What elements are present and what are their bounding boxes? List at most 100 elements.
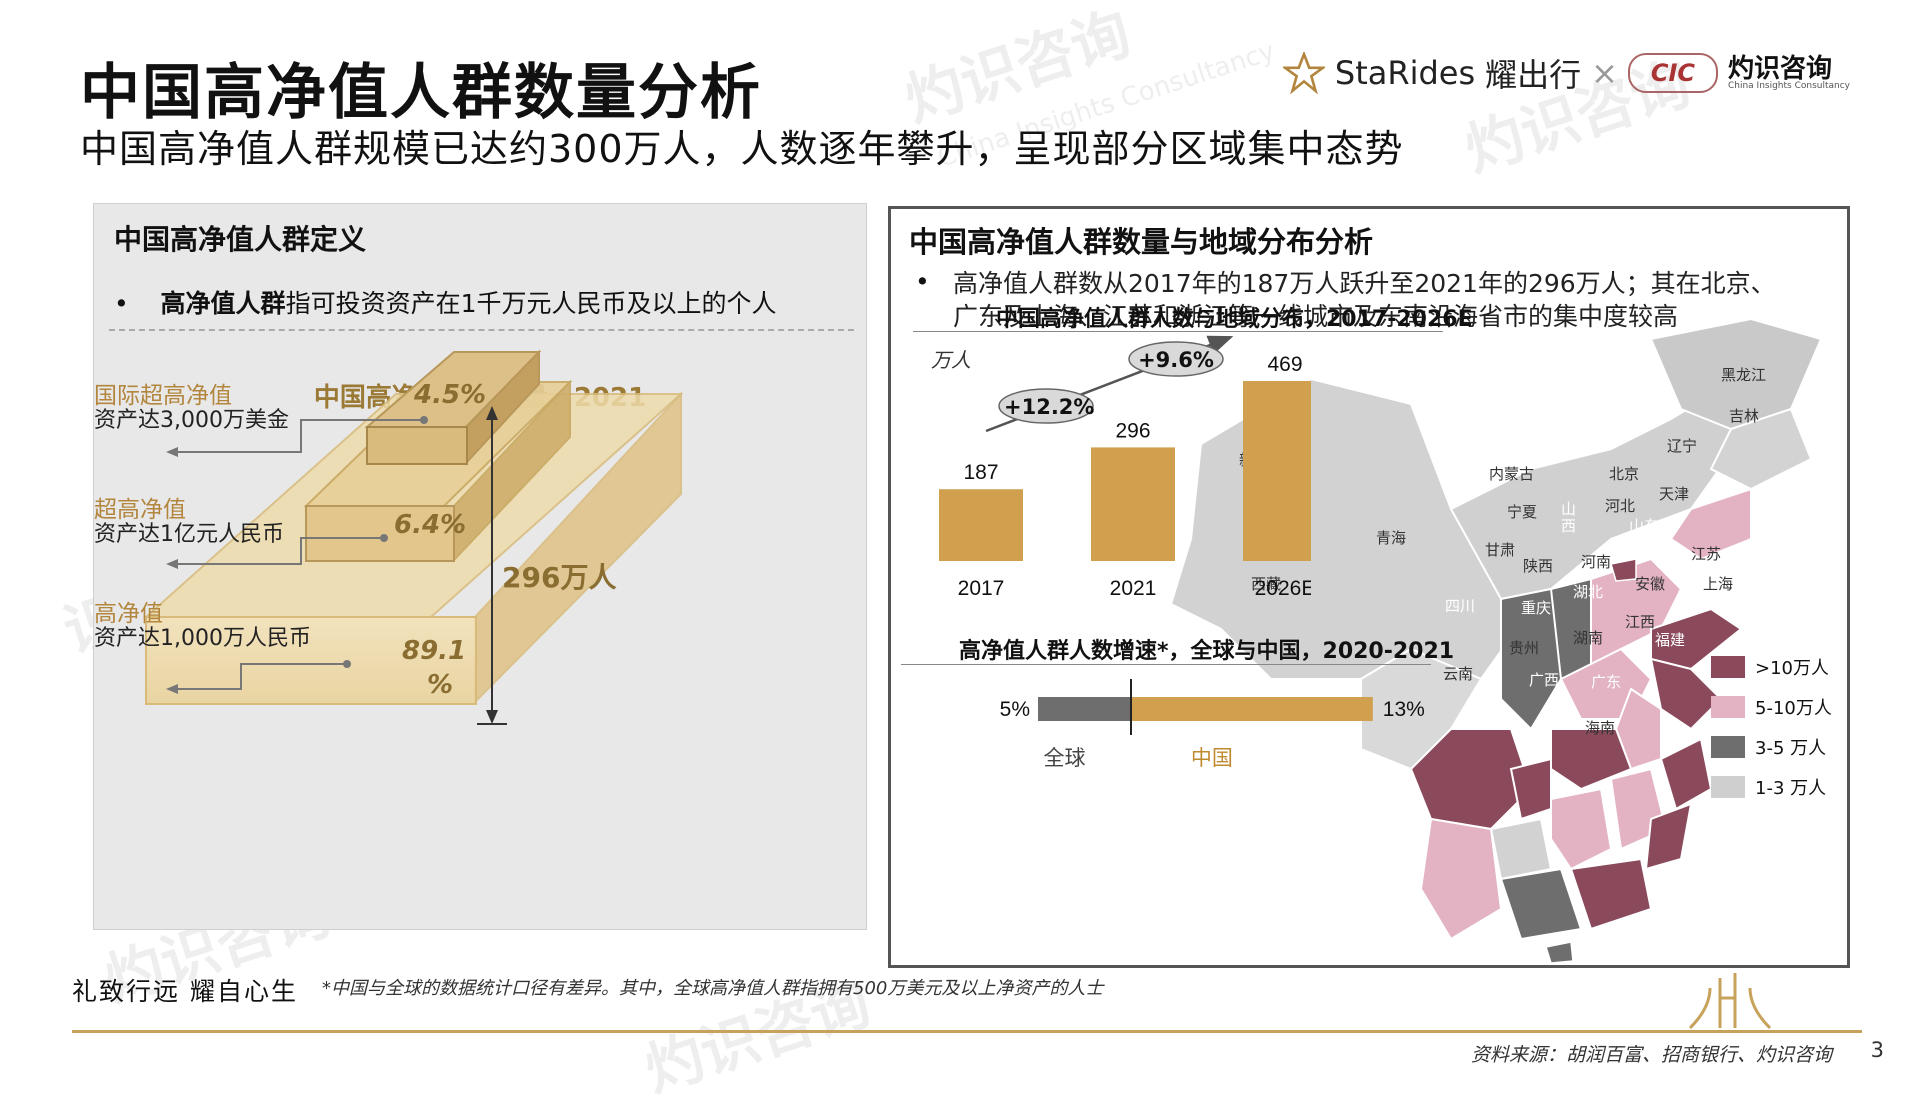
panel-heading: 中国高净值人群定义 bbox=[114, 223, 367, 256]
map-region-shaanxi bbox=[1500, 587, 1563, 731]
map-region-guizhou bbox=[1489, 817, 1553, 881]
map-region-fujian bbox=[1644, 802, 1693, 871]
definition-text: 指可投资资产在1千万元人民币及以上的个人 bbox=[285, 289, 777, 318]
map-region-hunan bbox=[1550, 787, 1613, 871]
dashed-divider bbox=[109, 329, 854, 331]
legend-item: 3-5 万人 bbox=[1711, 727, 1832, 767]
tier-name: 国际超高净值 bbox=[94, 383, 232, 409]
growth-category-label: 中国 bbox=[1191, 747, 1233, 770]
cagr-label: +12.2% bbox=[1004, 395, 1095, 419]
legend-swatch bbox=[1711, 736, 1745, 758]
growth-chart-title: 高净值人群人数增速*，全球与中国，2020-2021 bbox=[959, 639, 1455, 664]
bar-2017 bbox=[939, 489, 1023, 561]
province-label: 辽宁 bbox=[1667, 437, 1698, 455]
province-label: 陕西 bbox=[1523, 557, 1554, 575]
footer-rule bbox=[72, 1030, 1862, 1033]
brand-cn: 耀出行 bbox=[1485, 56, 1582, 94]
province-label: 湖南 bbox=[1573, 629, 1604, 647]
province-label: 湖北 bbox=[1573, 583, 1604, 601]
province-label: 内蒙古 bbox=[1489, 465, 1535, 483]
legend-swatch bbox=[1711, 696, 1745, 718]
legend-item: 1-3 万人 bbox=[1711, 767, 1832, 807]
province-label: 北京 bbox=[1609, 465, 1640, 483]
legend-label: >10万人 bbox=[1755, 658, 1829, 679]
footnote: *中国与全球的数据统计口径有差异。其中，全球高净值人群指拥有500万美元及以上净… bbox=[322, 978, 1104, 999]
province-label: 江西 bbox=[1625, 613, 1656, 631]
chart-title: 中国高净值人群人数与地域分布，2017-2026E bbox=[996, 307, 1473, 332]
bar-category-label: 2021 bbox=[1110, 577, 1157, 600]
slogan: 礼致行远 耀自心生 bbox=[72, 977, 298, 1006]
province-label: 山东 bbox=[1629, 517, 1660, 535]
map-region-hubei bbox=[1550, 728, 1633, 791]
source-note: 资料来源：胡润百富、招商银行、灼识咨询 bbox=[1470, 1044, 1832, 1066]
province-label: 重庆 bbox=[1521, 599, 1552, 617]
li-emblem-icon bbox=[1688, 973, 1772, 1030]
bullet-dot: • bbox=[915, 267, 930, 296]
cagr-label: +9.6% bbox=[1138, 348, 1214, 372]
page-number: 3 bbox=[1870, 1038, 1884, 1062]
bar-china bbox=[1131, 697, 1373, 721]
growth-bar-chart: 5% 13% 全球 中国 bbox=[1000, 679, 1425, 770]
legend-label: 1-3 万人 bbox=[1755, 778, 1827, 799]
legend-swatch bbox=[1711, 656, 1745, 678]
province-label: 福建 bbox=[1655, 631, 1686, 649]
chart-title-rule bbox=[913, 331, 1443, 332]
bar-value-label: 187 bbox=[963, 461, 998, 484]
legend-label: 5-10万人 bbox=[1755, 698, 1832, 719]
bullet-dot: • bbox=[114, 289, 129, 318]
bar-global bbox=[1038, 697, 1131, 721]
tier-pct: % bbox=[427, 670, 454, 700]
growth-value-label: 5% bbox=[1000, 698, 1030, 721]
page-subtitle: 中国高净值人群规模已达约300万人，人数逐年攀升，呈现部分区域集中态势 bbox=[80, 127, 1404, 171]
map-region-guangxi bbox=[1499, 867, 1583, 941]
province-label: 四川 bbox=[1445, 597, 1476, 615]
province-label: 浙江 bbox=[1677, 589, 1708, 607]
starides-logo: StaRides bbox=[1334, 54, 1476, 92]
bar-2021 bbox=[1091, 447, 1175, 561]
chart-unit: 万人 bbox=[931, 348, 971, 372]
tier-name: 超高净值 bbox=[94, 497, 186, 523]
star-icon bbox=[1282, 52, 1325, 94]
growth-title-rule bbox=[901, 664, 1431, 665]
cagr-bubble bbox=[998, 388, 1094, 424]
cic-name-en: China Insights Consultancy bbox=[1727, 80, 1850, 91]
map-legend: >10万人 5-10万人 3-5 万人 1-3 万人 bbox=[1711, 647, 1832, 807]
province-label: 贵州 bbox=[1509, 639, 1540, 657]
tier-desc: 资产达1亿元人民币 bbox=[94, 522, 284, 547]
map-region-shandong bbox=[1650, 607, 1743, 671]
cic-name-cn: 灼识咨询 bbox=[1727, 53, 1832, 84]
province-label: 西藏 bbox=[1251, 575, 1282, 593]
definition-term: 高净值人群 bbox=[160, 289, 286, 318]
panel-heading: 中国高净值人群数量与地域分布分析 bbox=[909, 225, 1374, 259]
hnw-bar-chart: 187 2017 296 2021 469 2026E bbox=[939, 335, 1311, 600]
province-label: 安徽 bbox=[1635, 575, 1666, 593]
definition-bullet: • 高净值人群指可投资资产在1千万元人民币及以上的个人 bbox=[114, 284, 776, 320]
tier-box-mid-front bbox=[305, 505, 455, 562]
tier-box-top-front bbox=[366, 426, 468, 465]
province-label: 宁夏 bbox=[1507, 503, 1538, 521]
map-region-anhui bbox=[1614, 687, 1662, 771]
province-label: 河南 bbox=[1581, 553, 1612, 571]
wealth-pyramid bbox=[143, 349, 684, 725]
brand-logos: StaRides 耀出行 × CIC 灼识咨询 China Insights C… bbox=[1282, 50, 1850, 96]
province-label: 黑龙江 bbox=[1721, 366, 1767, 384]
distribution-panel: 中国高净值人群数量与地域分布分析 • 高净值人群数从2017年的187万人跃升至… bbox=[888, 206, 1850, 968]
province-label: 山西 bbox=[1561, 500, 1577, 535]
map-region-yunnan bbox=[1419, 817, 1503, 941]
province-label: 海南 bbox=[1585, 719, 1616, 737]
definition-panel: 中国高净值人群定义 • 高净值人群指可投资资产在1千万元人民币及以上的个人 中国… bbox=[93, 203, 867, 930]
times-sign: × bbox=[1591, 54, 1618, 92]
tier-pct: 89.1 bbox=[402, 636, 467, 666]
legend-swatch bbox=[1711, 776, 1745, 798]
map-region-hainan bbox=[1545, 941, 1574, 964]
province-label: 吉林 bbox=[1729, 407, 1760, 425]
map-region-guangdong bbox=[1569, 857, 1653, 931]
province-label: 青海 bbox=[1376, 529, 1407, 547]
province-label: 广西 bbox=[1529, 671, 1560, 689]
page-title: 中国高净值人群数量分析 bbox=[80, 58, 762, 128]
cic-logo: CIC bbox=[1627, 53, 1718, 93]
map-region-jilin bbox=[1709, 407, 1813, 491]
province-label: 上海 bbox=[1703, 575, 1734, 593]
province-label: 天津 bbox=[1659, 485, 1690, 503]
legend-item: >10万人 bbox=[1711, 647, 1832, 687]
